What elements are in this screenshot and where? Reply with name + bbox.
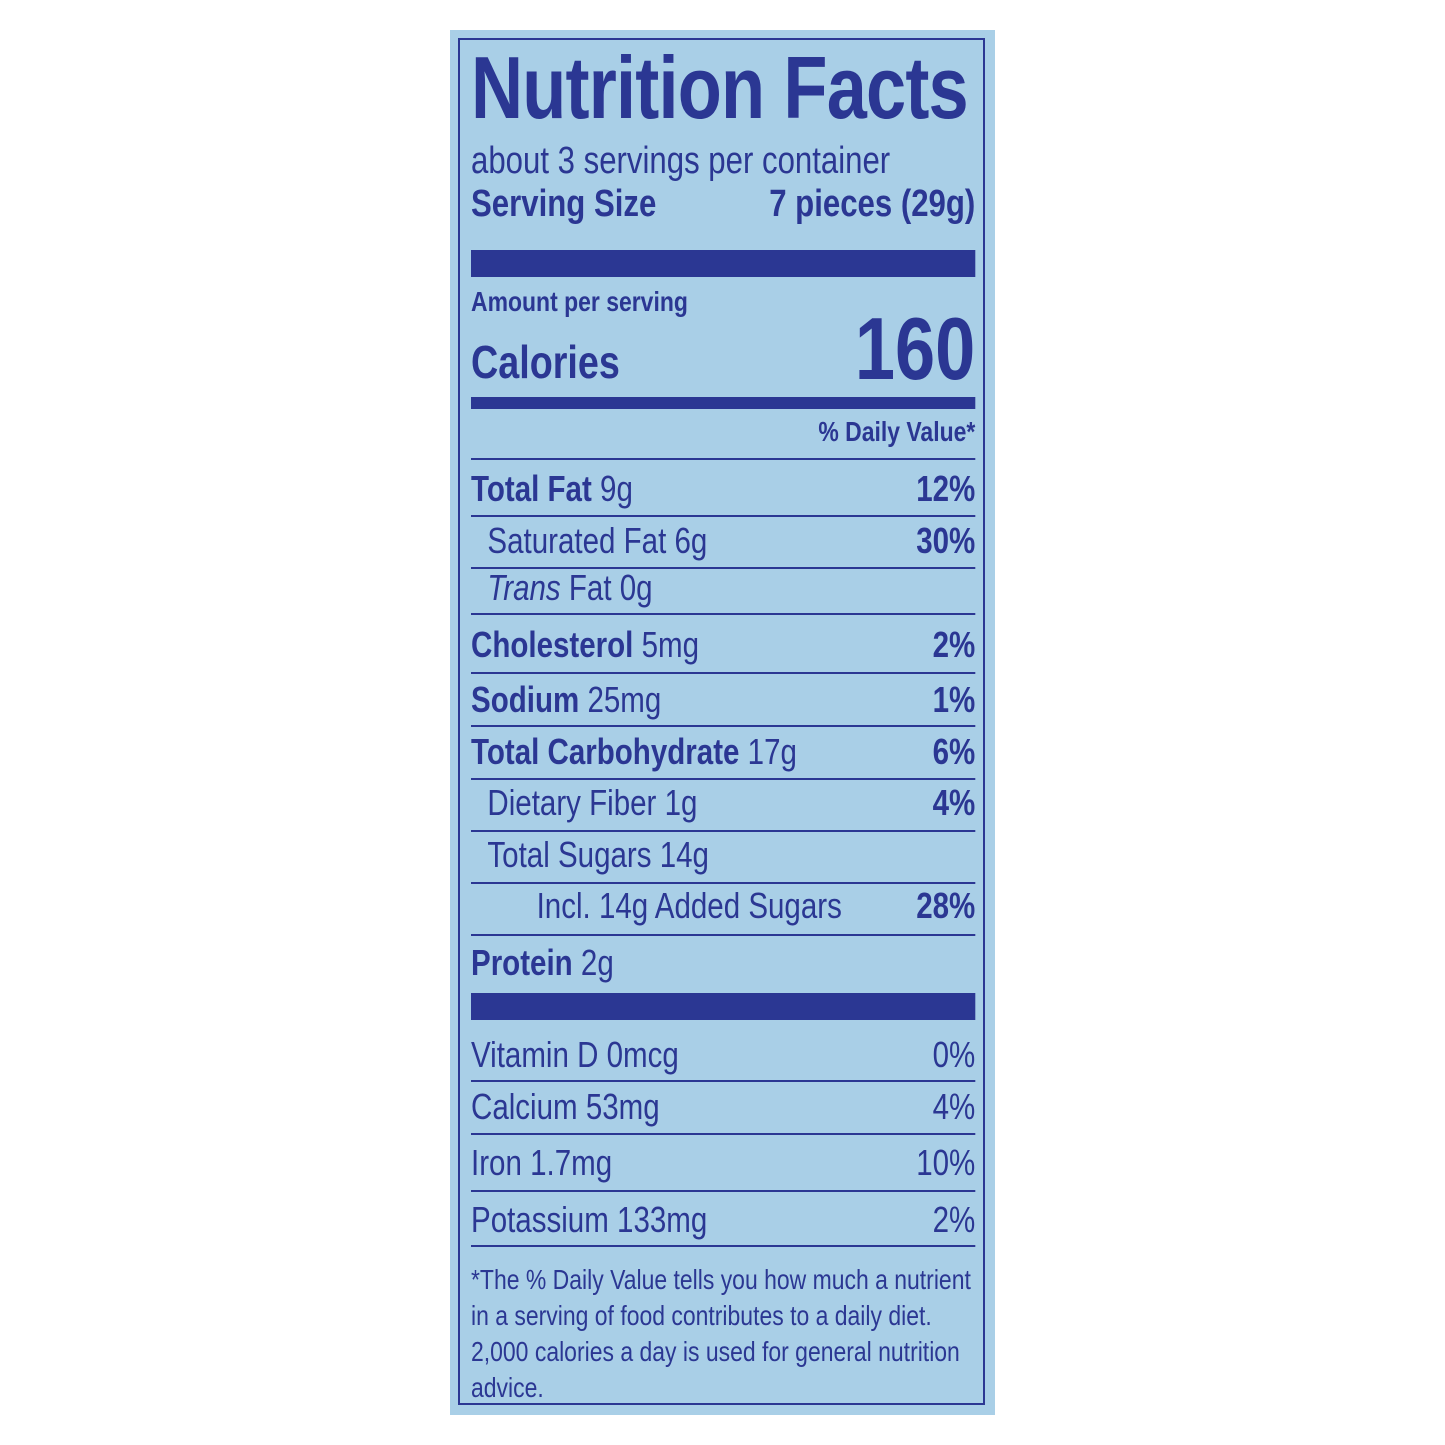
nutrient-daily-value: 28% <box>916 885 976 926</box>
divider-line <box>471 1133 976 1135</box>
calories-value: 160 <box>854 299 976 398</box>
vitamin-amount: 133mg <box>617 1199 708 1240</box>
nutrient-label: Cholesterol 5mg <box>471 627 699 663</box>
nutrient-daily-value: 2% <box>932 624 976 665</box>
vitamin-daily-value: 0% <box>932 1034 976 1075</box>
nutrient-row: Saturated Fat 6g 30% <box>471 521 975 561</box>
nutrient-name: Total Fat <box>471 468 592 509</box>
nutrition-facts-label: Nutrition Facts about 3 servings per con… <box>471 0 976 1445</box>
nutrient-row: Trans Fat 0g <box>471 568 975 608</box>
calories-label: Calories <box>471 336 620 388</box>
divider-line <box>471 882 976 884</box>
vitamin-daily-value: 4% <box>932 1086 976 1127</box>
vitamin-label: Potassium 133mg <box>471 1202 707 1238</box>
divider-line <box>471 458 976 460</box>
divider-line <box>471 725 976 727</box>
nutrient-row: Total Sugars 14g <box>471 835 975 875</box>
vitamin-row: Calcium 53mg 4% <box>471 1087 975 1127</box>
divider-line <box>471 830 976 832</box>
divider-line <box>471 1190 976 1192</box>
vitamin-label: Calcium 53mg <box>471 1089 660 1125</box>
nutrient-row: Cholesterol 5mg 2% <box>471 625 975 665</box>
label-title: Nutrition Facts <box>471 38 969 137</box>
vitamin-label: Vitamin D 0mcg <box>471 1037 679 1073</box>
nutrient-amount: 5mg <box>641 624 700 665</box>
nutrient-amount: 1g <box>664 782 698 823</box>
nutrition-label-border <box>458 38 985 1405</box>
daily-value-header: % Daily Value* <box>818 416 976 447</box>
vitamin-name: Calcium <box>471 1086 578 1127</box>
servings-per-container: about 3 servings per container <box>471 140 891 182</box>
nutrient-label: Protein 2g <box>471 945 614 981</box>
divider-line <box>471 1080 976 1082</box>
divider-line <box>471 567 976 569</box>
nutrient-name: Dietary Fiber <box>487 782 657 823</box>
vitamin-daily-value: 2% <box>932 1199 976 1240</box>
nutrient-name: Trans <box>487 567 561 608</box>
nutrient-amount: 2g <box>580 942 614 983</box>
nutrient-amount: 6g <box>674 520 708 561</box>
serving-size-value: 7 pieces (29g) <box>769 183 976 225</box>
divider-line <box>471 672 976 674</box>
vitamin-name: Potassium <box>471 1199 609 1240</box>
divider-line <box>471 515 976 517</box>
thick-divider <box>471 993 976 1020</box>
nutrient-row: Dietary Fiber 1g 4% <box>471 783 975 823</box>
vitamin-amount: 1.7mg <box>530 1142 613 1183</box>
nutrient-label: Incl. 14g Added Sugars <box>471 888 842 924</box>
nutrient-label: Sodium 25mg <box>471 682 661 718</box>
nutrient-label: Saturated Fat 6g <box>471 523 707 559</box>
vitamin-row: Iron 1.7mg 10% <box>471 1143 975 1183</box>
nutrient-row: Protein 2g <box>471 943 975 983</box>
nutrient-daily-value: 12% <box>916 468 976 509</box>
footnote: *The % Daily Value tells you how much a … <box>471 1264 971 1403</box>
vitamin-name: Iron <box>471 1142 522 1183</box>
nutrient-row: Total Fat 9g 12% <box>471 469 975 509</box>
thick-divider <box>471 250 976 277</box>
nutrient-name: Total Carbohydrate <box>471 731 740 772</box>
vitamin-daily-value: 10% <box>916 1142 976 1183</box>
nutrient-label: Dietary Fiber 1g <box>471 785 697 821</box>
nutrient-name: Incl. 14g Added Sugars <box>536 885 842 926</box>
divider-line <box>471 613 976 615</box>
divider-line <box>471 1245 976 1247</box>
nutrient-name: Saturated Fat <box>487 520 667 561</box>
nutrient-name: Protein <box>471 942 573 983</box>
nutrient-row: Total Carbohydrate 17g 6% <box>471 732 975 772</box>
vitamin-row: Potassium 133mg 2% <box>471 1200 975 1240</box>
vitamin-label: Iron 1.7mg <box>471 1145 612 1181</box>
divider-line <box>471 778 976 780</box>
nutrient-daily-value: 6% <box>932 731 976 772</box>
nutrient-amount: 25mg <box>587 679 662 720</box>
vitamin-row: Vitamin D 0mcg 0% <box>471 1035 975 1075</box>
vitamin-amount: 53mg <box>585 1086 660 1127</box>
nutrient-name: Total Sugars <box>487 834 652 875</box>
nutrient-daily-value: 4% <box>932 782 976 823</box>
amount-per-serving: Amount per serving <box>471 286 688 317</box>
nutrient-daily-value: 1% <box>932 679 976 720</box>
vitamin-name: Vitamin D <box>471 1034 599 1075</box>
nutrient-label: Total Sugars 14g <box>471 837 709 873</box>
nutrient-amount: 9g <box>600 468 633 509</box>
nutrient-label: Total Fat 9g <box>471 471 633 507</box>
nutrient-name: Sodium <box>471 679 580 720</box>
medium-divider <box>471 397 976 409</box>
nutrient-name-suffix: Fat <box>568 567 612 608</box>
nutrient-daily-value: 30% <box>916 520 976 561</box>
vitamin-amount: 0mcg <box>606 1034 679 1075</box>
serving-size: Serving Size 7 pieces (29g) <box>471 185 975 223</box>
nutrient-label: Total Carbohydrate 17g <box>471 734 797 770</box>
nutrient-label: Trans Fat 0g <box>471 567 653 608</box>
serving-size-label: Serving Size <box>471 183 657 225</box>
nutrient-amount: 0g <box>619 567 653 608</box>
nutrient-row: Incl. 14g Added Sugars 28% <box>471 885 976 926</box>
nutrient-name: Cholesterol <box>471 624 634 665</box>
nutrient-row: Sodium 25mg 1% <box>471 680 975 720</box>
divider-line <box>471 934 976 936</box>
nutrient-amount: 17g <box>747 731 797 772</box>
nutrient-amount: 14g <box>659 834 709 875</box>
